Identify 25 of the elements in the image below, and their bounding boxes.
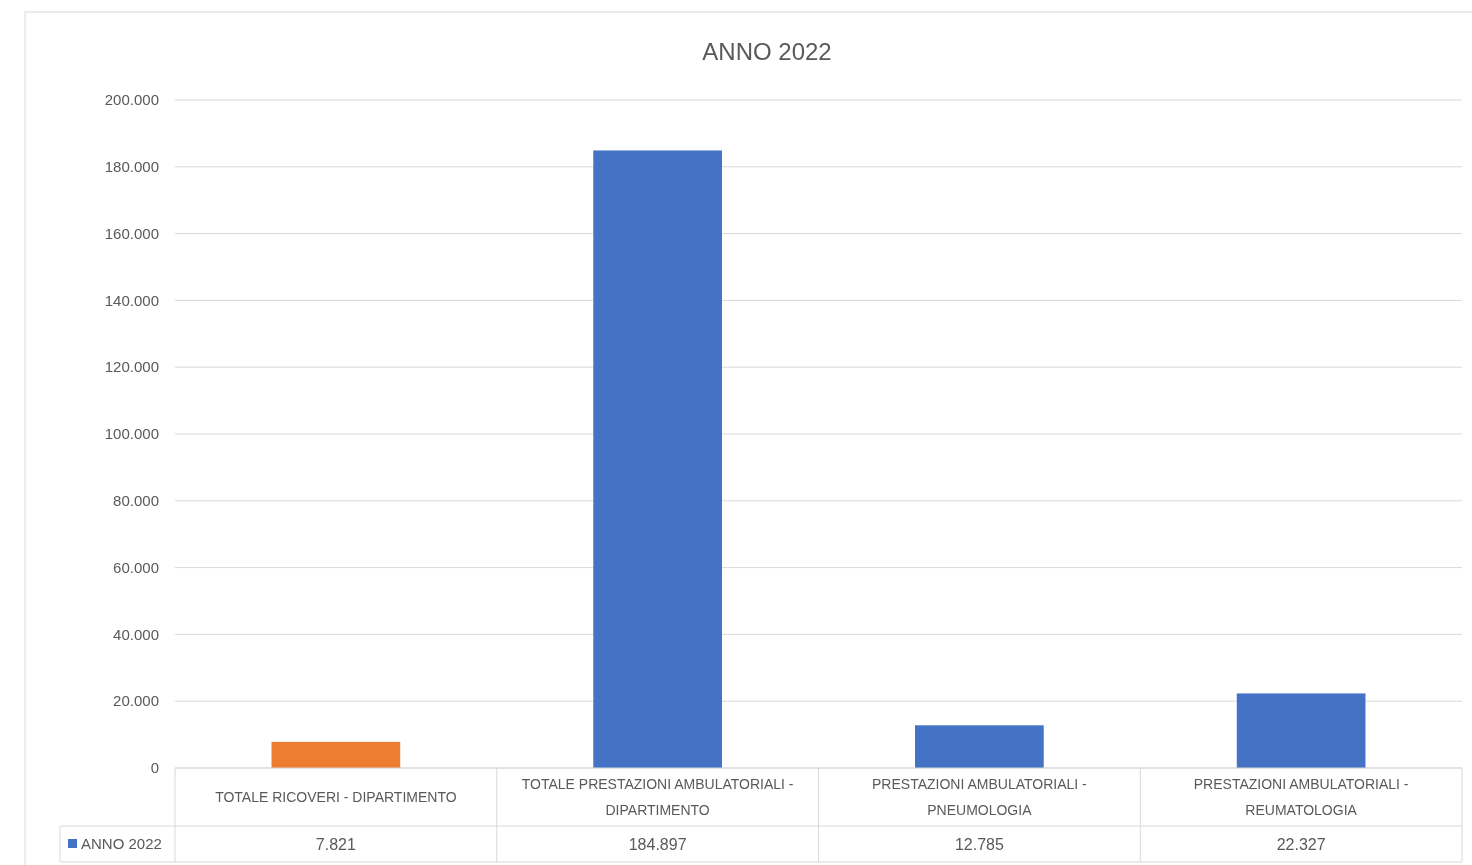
bar xyxy=(1236,693,1366,768)
x-tick-label: PRESTAZIONI AMBULATORIALI - REUMATOLOGIA xyxy=(1193,775,1409,818)
bar xyxy=(593,150,722,768)
data-label: 12.785 xyxy=(954,835,1004,853)
y-tick-label: 160.000 xyxy=(104,224,159,242)
y-tick-label: 140.000 xyxy=(104,291,159,309)
y-tick-label: 100.000 xyxy=(104,425,159,443)
x-tick-label: TOTALE RICOVERI - DIPARTIMENTO xyxy=(215,788,457,805)
chart-title: ANNO 2022 xyxy=(702,38,832,65)
x-tick-label: PRESTAZIONI AMBULATORIALI - PNEUMOLOGIA xyxy=(872,775,1088,818)
data-label: 22.327 xyxy=(1276,835,1326,853)
y-tick-label: 60.000 xyxy=(113,558,159,576)
y-tick-label: 40.000 xyxy=(113,625,159,643)
bar xyxy=(915,725,1044,768)
data-label: 184.897 xyxy=(628,835,687,853)
y-tick-label: 20.000 xyxy=(113,692,159,710)
y-tick-label: 80.000 xyxy=(113,492,159,510)
y-tick-label: 120.000 xyxy=(104,358,159,376)
y-tick-label: 0 xyxy=(150,759,159,777)
x-tick-label: TOTALE PRESTAZIONI AMBULATORIALI - DIPARTIMENTO xyxy=(521,775,794,818)
y-tick-label: 180.000 xyxy=(104,158,159,176)
legend-label: ANNO 2022 xyxy=(81,835,162,853)
data-label: 7.821 xyxy=(315,835,356,853)
y-tick-label: 200.000 xyxy=(104,91,159,109)
bar xyxy=(271,741,401,768)
